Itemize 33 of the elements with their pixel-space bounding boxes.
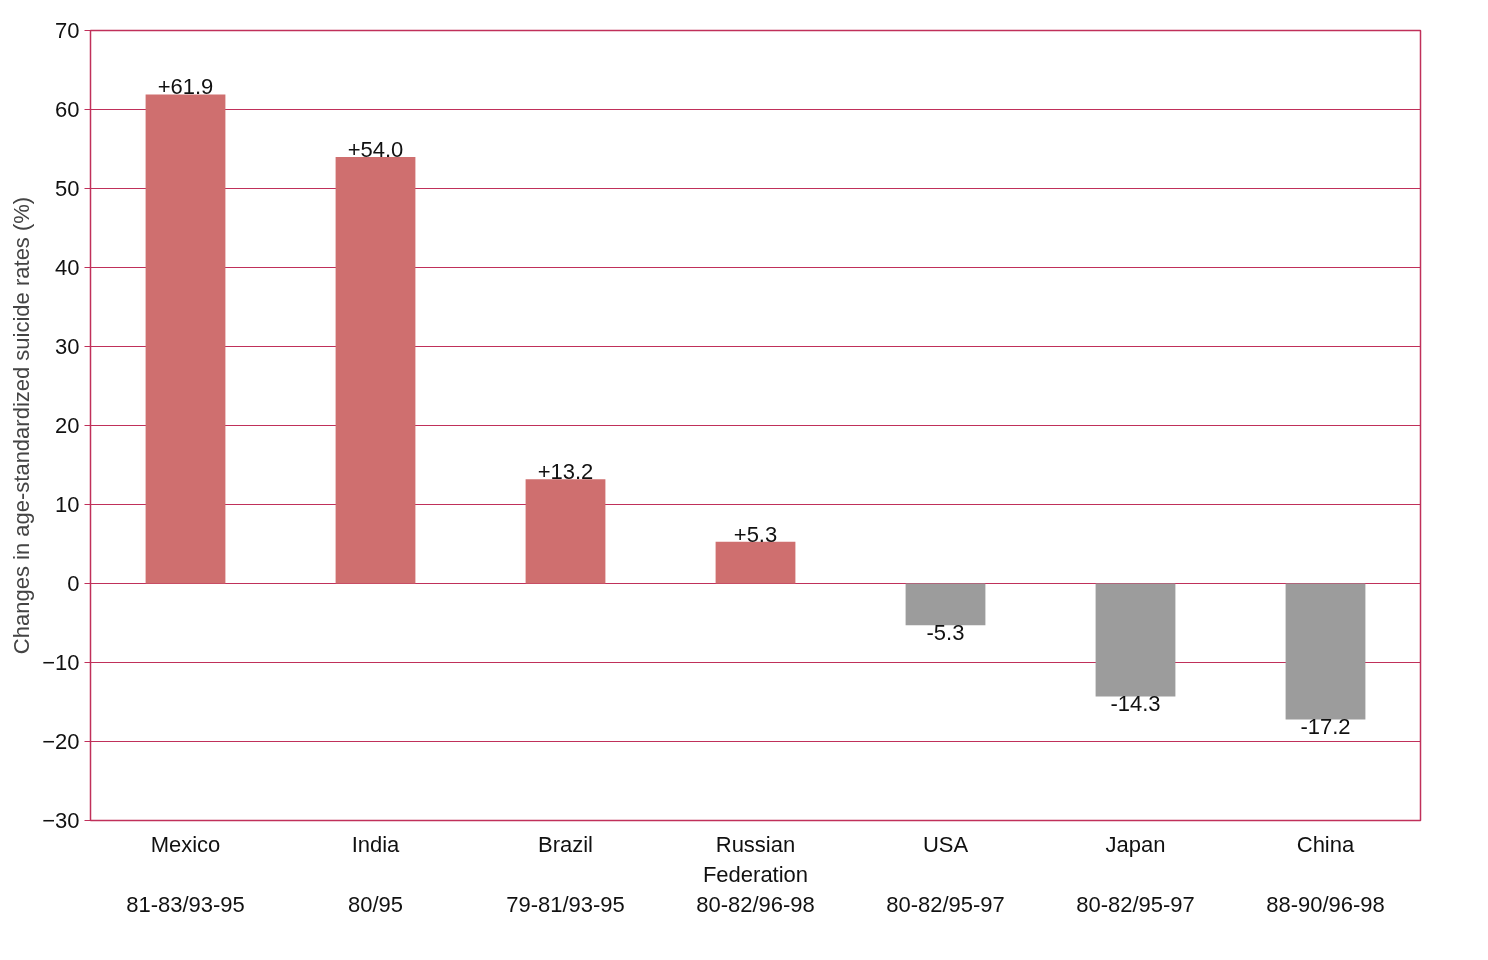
bar [525,479,606,584]
y-tick-label: 0 [67,571,80,596]
x-tick-label: Russian Federation 80-82/96-98 [696,831,815,917]
y-tick-label: 50 [55,176,80,201]
bar [335,156,416,584]
y-tick-label: −20 [42,729,80,754]
y-tick-label: −30 [42,808,80,833]
y-tick-label: −10 [42,650,80,675]
y-tick-label: 30 [55,334,80,359]
category-label: USA 80-82/95-97 [886,831,1005,917]
category-label: China 88-90/96-98 [1266,831,1385,917]
y-tick-label: 60 [55,97,80,122]
category-label: Japan 80-82/95-97 [1076,831,1195,917]
data-label: +5.3 [733,521,778,547]
y-tick-label: 10 [55,492,80,517]
category-label: Mexico 81-83/93-95 [126,831,245,917]
data-label: -17.2 [1300,714,1351,740]
data-label: +54.0 [347,136,404,162]
y-axis-title: Changes in age-standardized suicide rates (%) [9,196,35,655]
category-label: India 80/95 [347,831,404,917]
data-label: +13.2 [537,459,594,485]
bar [905,583,986,626]
bar [1095,583,1176,697]
y-tick-label: 40 [55,255,80,280]
y-tick-label: 70 [55,18,80,43]
y-tick-label: 20 [55,413,80,438]
bar [145,94,226,584]
data-label: +61.9 [157,74,214,100]
bar [1285,583,1366,720]
category-label: Brazil 79-81/93-95 [506,831,625,917]
data-label: -14.3 [1110,691,1161,717]
bar [715,541,796,584]
data-label: -5.3 [926,620,965,646]
